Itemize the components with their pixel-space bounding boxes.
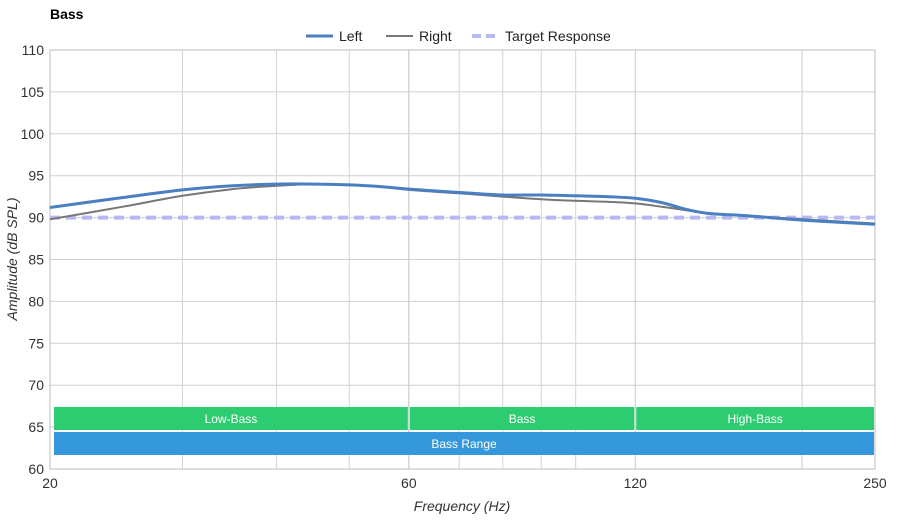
- y-tick-label: 105: [21, 84, 45, 100]
- y-tick-label: 65: [28, 419, 44, 435]
- y-axis-ticks: 60 65 70 75 80 85 90 95 100 105 110: [21, 42, 45, 477]
- plot-border: [49, 49, 876, 470]
- frequency-bands: Low-Bass Bass High-Bass Bass Range: [54, 407, 874, 455]
- y-tick-label: 110: [22, 42, 45, 58]
- chart-title: Bass: [50, 6, 84, 22]
- grid-lines: [49, 49, 876, 470]
- y-tick-label: 85: [28, 252, 44, 268]
- x-axis-ticks: 20 60 120 250: [42, 475, 887, 491]
- band-low-bass: [54, 407, 408, 430]
- legend-entry: Left: [339, 28, 362, 44]
- y-tick-label: 70: [28, 377, 44, 393]
- band-label: Bass Range: [431, 437, 497, 451]
- x-tick-label: 120: [624, 475, 648, 491]
- band-label: Bass: [509, 412, 536, 426]
- legend: Left Right Target Response: [306, 28, 611, 44]
- x-axis-label: Frequency (Hz): [414, 498, 510, 514]
- data-series: [49, 182, 876, 226]
- x-tick-label: 250: [863, 475, 887, 491]
- band-label: High-Bass: [727, 412, 782, 426]
- y-tick-label: 80: [28, 293, 44, 309]
- legend-entry: Right: [419, 28, 452, 44]
- y-tick-label: 75: [28, 335, 44, 351]
- band-high-bass: [636, 407, 874, 430]
- series-left: [49, 182, 876, 226]
- y-tick-label: 95: [28, 168, 44, 184]
- y-axis-label: Amplitude (dB SPL): [4, 198, 20, 322]
- x-tick-label: 20: [42, 475, 58, 491]
- legend-entry: Target Response: [505, 28, 611, 44]
- plot-frame: [49, 49, 876, 470]
- y-tick-label: 60: [28, 461, 44, 477]
- band-label: Low-Bass: [205, 412, 258, 426]
- y-tick-label: 90: [28, 210, 44, 226]
- band-bass: [409, 407, 635, 430]
- band-bass-range: [54, 432, 874, 455]
- y-tick-label: 100: [21, 126, 45, 142]
- x-tick-label: 60: [401, 475, 417, 491]
